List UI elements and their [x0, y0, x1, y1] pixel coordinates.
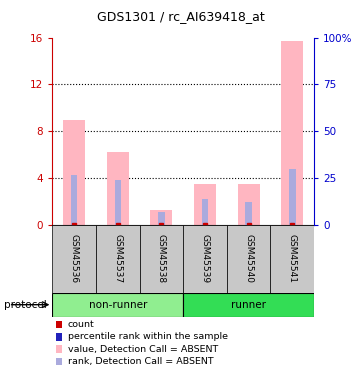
Text: rank, Detection Call = ABSENT: rank, Detection Call = ABSENT [68, 357, 213, 366]
Bar [227, 225, 270, 292]
Bar [202, 199, 208, 225]
Bar [140, 225, 183, 292]
Text: GSM45539: GSM45539 [200, 234, 209, 284]
Bar [194, 184, 216, 225]
Text: protocol: protocol [4, 300, 46, 309]
Bar [245, 202, 252, 225]
Text: GSM45537: GSM45537 [113, 234, 122, 284]
Text: value, Detection Call = ABSENT: value, Detection Call = ABSENT [68, 345, 218, 354]
Bar [281, 41, 303, 225]
Bar [183, 292, 314, 317]
Bar [71, 175, 77, 225]
Bar [96, 225, 140, 292]
Bar [52, 225, 96, 292]
Text: GSM45541: GSM45541 [288, 234, 297, 283]
Text: runner: runner [231, 300, 266, 310]
Text: count: count [68, 320, 95, 329]
Bar [238, 184, 260, 225]
Bar [52, 292, 183, 317]
Bar [289, 169, 296, 225]
Bar [114, 180, 121, 225]
Text: percentile rank within the sample: percentile rank within the sample [68, 332, 228, 341]
Text: GSM45540: GSM45540 [244, 234, 253, 283]
Bar [270, 225, 314, 292]
Bar [63, 120, 85, 225]
Bar [183, 225, 227, 292]
Bar [107, 152, 129, 225]
Text: GSM45536: GSM45536 [70, 234, 79, 284]
Text: GSM45538: GSM45538 [157, 234, 166, 284]
Text: GDS1301 / rc_AI639418_at: GDS1301 / rc_AI639418_at [97, 10, 264, 24]
Bar [151, 210, 172, 225]
Text: non-runner: non-runner [88, 300, 147, 310]
Bar [158, 212, 165, 225]
